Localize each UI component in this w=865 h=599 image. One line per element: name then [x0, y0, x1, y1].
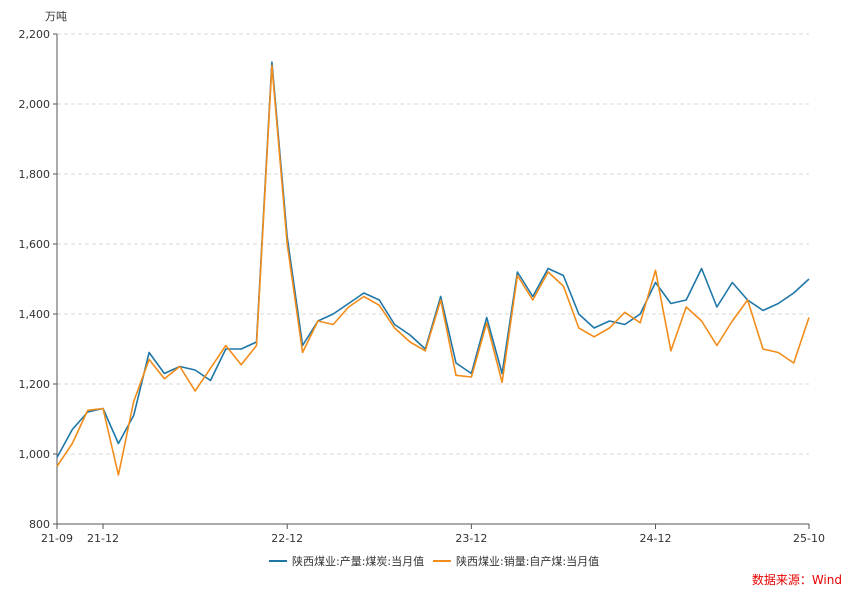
y-tick-label: 1,000: [19, 448, 51, 461]
data-source-note: 数据来源：Wind: [752, 572, 842, 587]
series-lines: [56, 61, 810, 476]
x-tick-label: 21-09: [41, 532, 73, 545]
x-tick-label: 25-10: [793, 532, 825, 545]
legend: 陕西煤业:产量:煤炭:当月值 陕西煤业:销量:自产煤:当月值: [269, 554, 599, 568]
y-tick-label: 1,800: [19, 168, 51, 181]
y-tick-label: 2,200: [19, 28, 51, 41]
x-tick-label: 22-12: [271, 532, 303, 545]
y-axis-unit: 万吨: [45, 10, 67, 23]
grid-lines: [57, 33, 809, 455]
legend-label-1: 陕西煤业:产量:煤炭:当月值: [292, 554, 424, 568]
x-tick-label: 24-12: [640, 532, 672, 545]
series-line-1: [56, 61, 810, 458]
y-tick-label: 800: [29, 518, 50, 531]
y-tick-label: 1,200: [19, 378, 51, 391]
series-line-2: [56, 64, 810, 476]
y-tick-label: 2,000: [19, 98, 51, 111]
legend-label-2: 陕西煤业:销量:自产煤:当月值: [456, 554, 599, 568]
y-tick-label: 1,400: [19, 308, 51, 321]
x-tick-label: 23-12: [455, 532, 487, 545]
y-tick-label: 1,600: [19, 238, 51, 251]
x-tick-label: 21-12: [87, 532, 119, 545]
axes: 800 1,000 1,200 1,400 1,600 1,800 2,000 2,200 21…: [19, 28, 825, 545]
